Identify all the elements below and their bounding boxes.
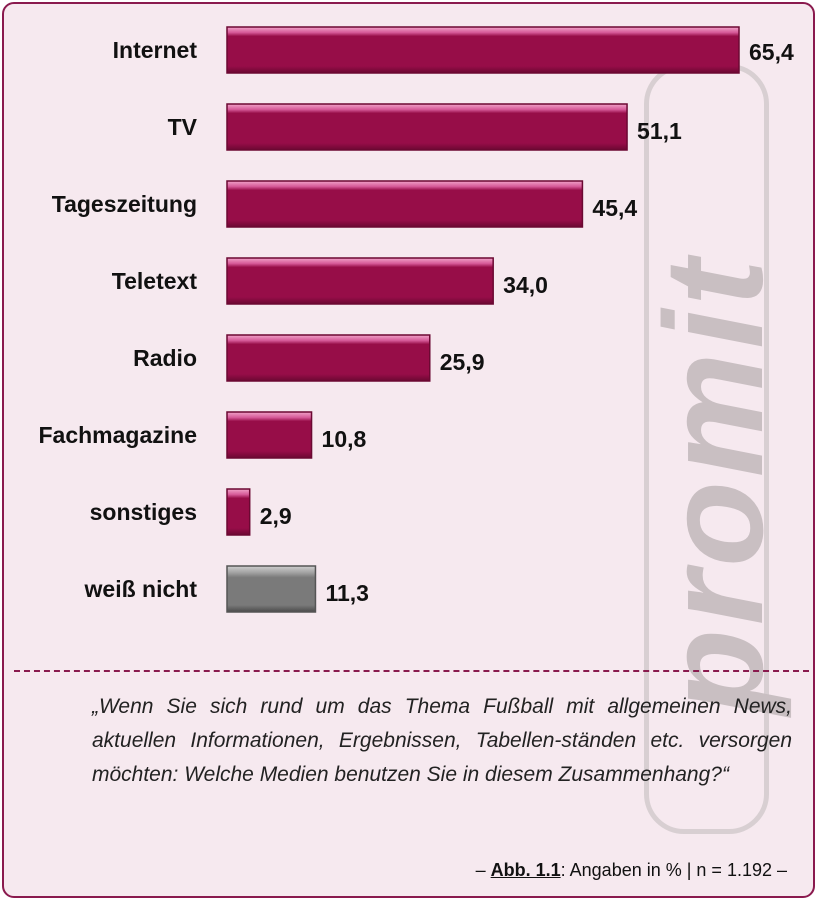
bar-6 xyxy=(226,488,251,536)
bar-5 xyxy=(226,411,313,459)
value-label: 25,9 xyxy=(440,349,485,375)
figure-source: – Abb. 1.1: Angaben in % | n = 1.192 – xyxy=(476,860,787,881)
survey-question: „Wenn Sie sich rund um das Thema Fußball… xyxy=(92,695,792,786)
value-label: 34,0 xyxy=(503,272,548,298)
bar-chart: Internet 65,4 TV 51,1 Tageszeitung 45,4 Telete… xyxy=(39,26,794,613)
category-label: Radio xyxy=(133,345,197,371)
value-label: 51,1 xyxy=(637,118,682,144)
category-label: TV xyxy=(168,114,198,140)
value-label: 10,8 xyxy=(322,426,367,452)
bar-3 xyxy=(226,257,494,305)
category-label: Internet xyxy=(113,37,198,63)
divider xyxy=(14,670,809,672)
bar-7 xyxy=(226,565,317,613)
category-label: Tageszeitung xyxy=(52,191,197,217)
value-label: 2,9 xyxy=(260,503,292,529)
bar-4 xyxy=(226,334,431,382)
source-prefix: – xyxy=(475,860,491,880)
value-label: 11,3 xyxy=(325,580,369,606)
value-label: 65,4 xyxy=(749,39,794,65)
category-label: sonstiges xyxy=(90,499,197,525)
bar-0 xyxy=(226,26,740,74)
category-label: Fachmagazine xyxy=(39,422,198,448)
category-label: Teletext xyxy=(112,268,198,294)
bar-2 xyxy=(226,180,584,228)
value-label: 45,4 xyxy=(592,195,637,221)
source-text: : Angaben in % | n = 1.192 – xyxy=(560,860,787,880)
category-label: weiß nicht xyxy=(84,576,198,602)
bar-1 xyxy=(226,103,628,151)
figure-number: Abb. 1.1 xyxy=(490,860,561,880)
